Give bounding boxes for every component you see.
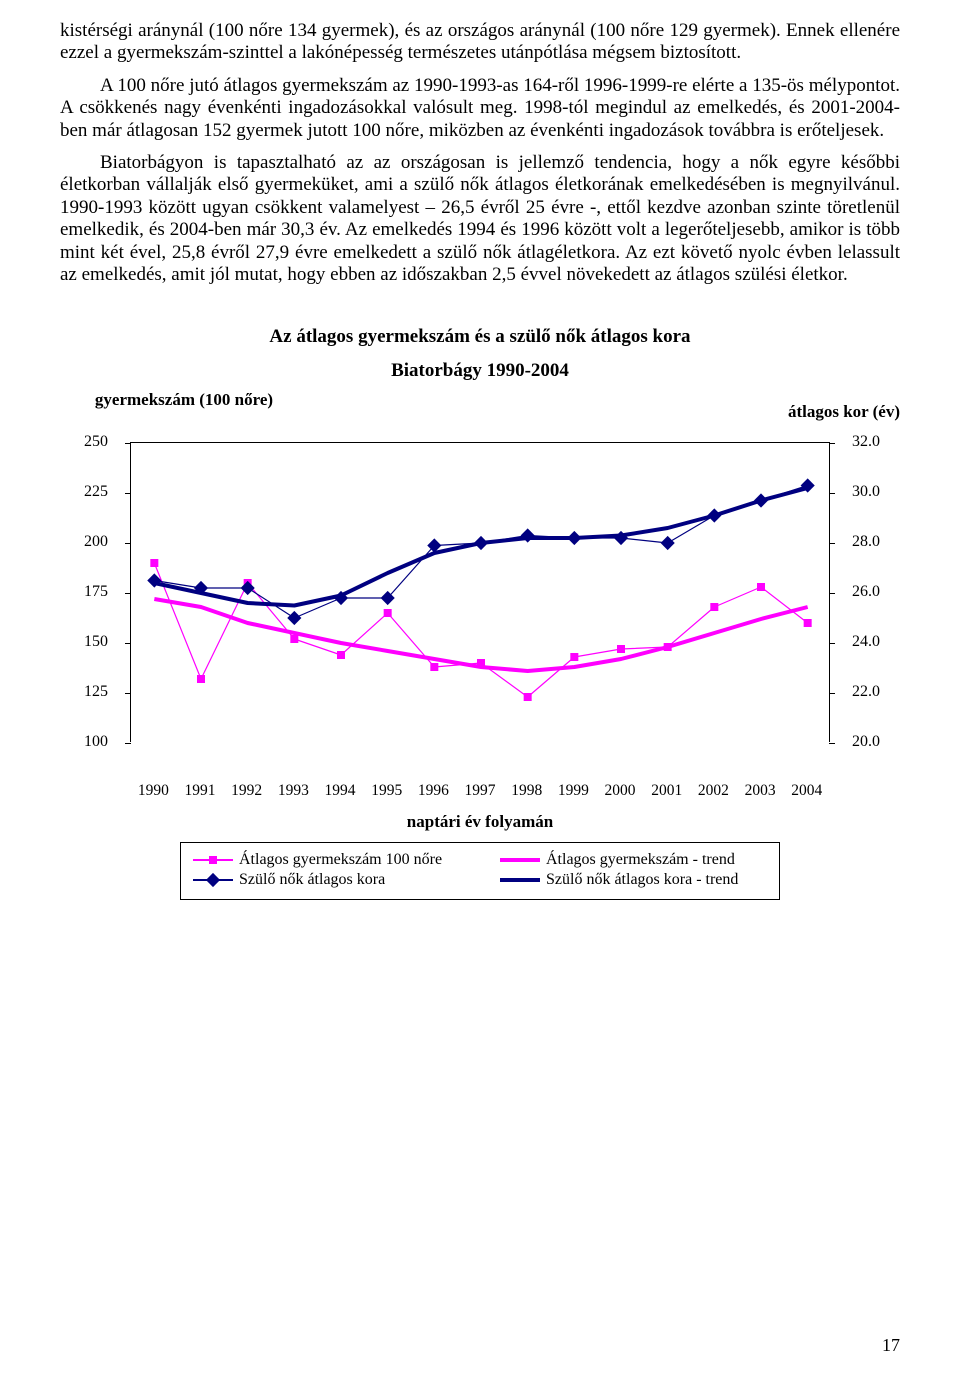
paragraph-2: A 100 nőre jutó átlagos gyermekszám az 1… — [60, 75, 900, 142]
chart-svg — [131, 443, 831, 743]
legend-item: Átlagos gyermekszám 100 nőre — [193, 851, 460, 869]
paragraph-3: Biatorbágyon is tapasztalható az az orsz… — [60, 152, 900, 286]
y-right-tick-labels: 32.030.028.026.024.022.020.0 — [840, 442, 900, 742]
x-tick-labels: 1990199119921993199419951996199719981999… — [130, 782, 830, 800]
legend-item: Szülő nők átlagos kora — [193, 871, 460, 889]
chart-legend: Átlagos gyermekszám 100 nőre Átlagos gyer… — [180, 842, 780, 900]
chart-container: gyermekszám (100 nőre) átlagos kor (év) … — [60, 390, 900, 920]
y-left-tick-labels: 250225200175150125100 — [60, 442, 120, 742]
x-axis-label: naptári év folyamán — [60, 812, 900, 832]
plot-area — [130, 442, 830, 742]
legend-item: Átlagos gyermekszám - trend — [500, 851, 767, 869]
paragraph-1: kistérségi aránynál (100 nőre 134 gyerme… — [60, 20, 900, 65]
page-number: 17 — [882, 1335, 900, 1356]
legend-item: Szülő nők átlagos kora - trend — [500, 871, 767, 889]
chart-title: Az átlagos gyermekszám és a szülő nők át… — [60, 326, 900, 348]
y-left-axis-label: gyermekszám (100 nőre) — [84, 390, 284, 410]
chart-subtitle: Biatorbágy 1990-2004 — [60, 360, 900, 382]
y-right-axis-label: átlagos kor (év) — [700, 402, 900, 422]
